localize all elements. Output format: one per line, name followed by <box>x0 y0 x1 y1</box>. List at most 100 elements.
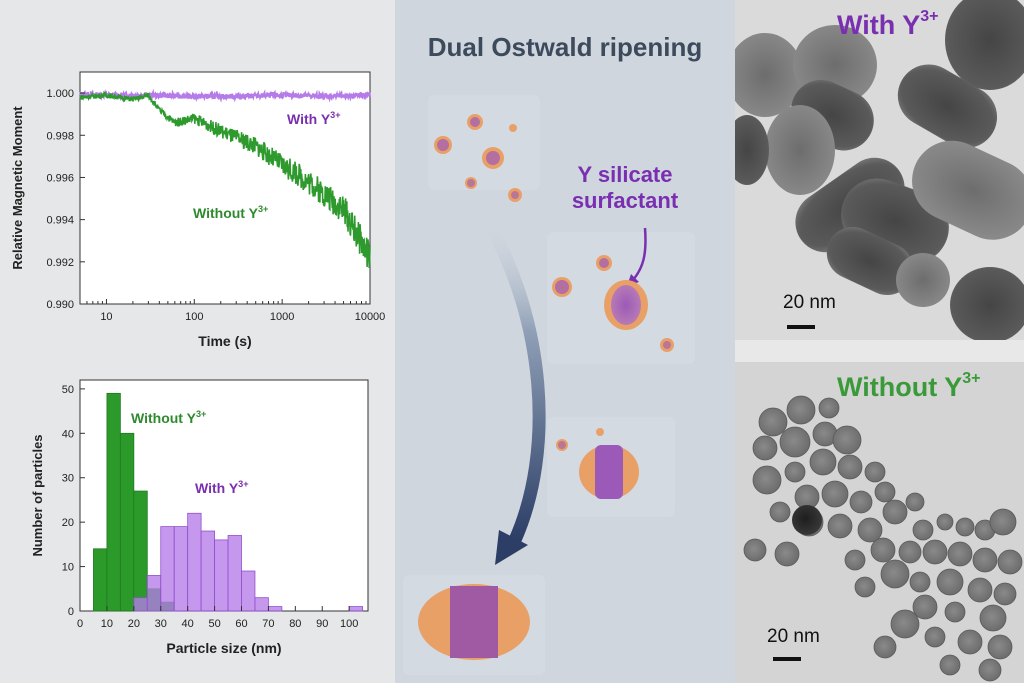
tem-image-with-y <box>735 0 1024 340</box>
x-tick-label: 60 <box>235 618 247 630</box>
nanosphere <box>967 577 993 603</box>
bar-with-y <box>254 597 269 612</box>
nanosphere <box>882 499 908 525</box>
scale-label-bottom: 20 nm <box>767 626 820 647</box>
y-tick-label: 30 <box>62 473 74 485</box>
nanosphere <box>854 576 876 598</box>
bar-with-y <box>160 526 175 612</box>
x-tick-label: 10000 <box>355 311 386 323</box>
nanosphere <box>870 537 896 563</box>
nanosphere <box>818 397 840 419</box>
nanosphere <box>890 609 920 639</box>
series-line-with-y <box>79 88 372 103</box>
bar-with-y <box>146 575 162 612</box>
scale-bar-bottom <box>773 657 801 661</box>
nanosphere <box>784 461 806 483</box>
schematic-title: Dual Ostwald ripening <box>427 32 703 62</box>
magnetic-moment-chart: 0.990 0.992 0.994 0.996 0.998 1.000 10 100 1000 1… <box>10 71 386 349</box>
micrograph-panel: With Y3+ 20 nm Without Y3+ 20 nm <box>735 0 1024 683</box>
nanosphere <box>758 407 788 437</box>
bar-without-y <box>93 548 108 612</box>
nanosphere <box>957 629 983 655</box>
tem-label-without-y: Without Y3+ <box>837 370 981 402</box>
bar-with-y <box>227 535 242 612</box>
scale-bar-top <box>787 325 815 329</box>
bar-with-y <box>187 512 202 612</box>
bar-with-y <box>133 597 148 612</box>
nanosphere <box>844 549 866 571</box>
x-axis-label: Time (s) <box>198 333 251 349</box>
tem-label-with-y: With Y3+ <box>837 8 939 40</box>
bar-with-y <box>241 570 256 612</box>
nanosphere <box>972 547 998 573</box>
x-tick-label: 100 <box>340 618 358 630</box>
y-tick-label: 1.000 <box>46 88 74 100</box>
legend-with-y: With Y3+ <box>287 110 341 127</box>
x-tick-label: 70 <box>262 618 274 630</box>
nanosphere <box>978 658 1002 682</box>
legend-with-y: With Y3+ <box>195 479 249 496</box>
nanosphere <box>774 541 800 567</box>
bar-with-y <box>173 526 189 612</box>
annotation-pointer <box>632 227 647 281</box>
stage3-particles <box>556 428 639 499</box>
nanosphere <box>987 634 1013 660</box>
ripening-arrowhead <box>495 530 528 565</box>
nanosphere <box>769 501 791 523</box>
y-tick-label: 0.998 <box>46 130 74 142</box>
y-tick-label: 20 <box>62 517 74 529</box>
x-tick-label: 80 <box>289 618 301 630</box>
nanosphere <box>944 601 966 623</box>
stage2-particles <box>552 255 674 352</box>
y-tick-label: 0 <box>68 606 74 618</box>
scale-label-top: 20 nm <box>783 292 836 313</box>
bar-without-y <box>106 392 121 612</box>
x-tick-label: 40 <box>182 618 194 630</box>
nanosphere <box>752 435 778 461</box>
nanosphere <box>837 454 863 480</box>
nanosphere <box>873 635 897 659</box>
schematic-panel: Dual Ostwald ripening Y silicate surfact… <box>395 0 735 683</box>
nanosphere <box>905 492 925 512</box>
charts-panel: 0.990 0.992 0.994 0.996 0.998 1.000 10 100 1000 1… <box>0 0 395 683</box>
legend-without-y: Without Y3+ <box>193 204 268 221</box>
nanosphere <box>786 395 816 425</box>
schematic-graphics <box>418 114 674 660</box>
bar-with-y <box>268 606 283 612</box>
y-tick-label: 0.990 <box>46 299 74 311</box>
x-tick-label: 100 <box>185 311 203 323</box>
nanosphere <box>924 626 946 648</box>
y-tick-label: 50 <box>62 384 74 396</box>
stage1-particles <box>434 114 522 202</box>
x-tick-label: 50 <box>208 618 220 630</box>
x-tick-label: 20 <box>128 618 140 630</box>
ripening-arrow <box>481 216 546 543</box>
x-tick-label: 30 <box>155 618 167 630</box>
nanosphere <box>979 604 1007 632</box>
nanosphere <box>864 461 886 483</box>
nanosphere <box>922 539 948 565</box>
tem-image-without-y <box>735 362 1024 683</box>
nanosphere <box>827 513 853 539</box>
stage4-particle <box>418 584 530 660</box>
y-axis-label: Relative Magnetic Moment <box>10 106 25 270</box>
y-tick-label: 0.996 <box>46 172 74 184</box>
y-tick-label: 0.992 <box>46 257 74 269</box>
y-tick-label: 40 <box>62 428 74 440</box>
annotation-y-silicate: Y silicate surfactant <box>571 162 679 213</box>
bar-with-y <box>348 606 364 612</box>
nanosphere <box>743 538 767 562</box>
x-tick-label: 0 <box>77 618 83 630</box>
x-tick-label: 10 <box>100 311 112 323</box>
x-axis-label: Particle size (nm) <box>166 640 281 656</box>
nanosphere <box>857 517 883 543</box>
nanosphere-dark <box>792 505 822 535</box>
x-tick-label: 1000 <box>270 311 294 323</box>
nanosphere <box>989 508 1017 536</box>
bar-without-y <box>133 490 148 612</box>
nanosphere <box>874 481 896 503</box>
nanosphere <box>821 480 849 508</box>
nanosphere <box>832 425 862 455</box>
nanosphere <box>936 568 964 596</box>
y-tick-label: 10 <box>62 562 74 574</box>
